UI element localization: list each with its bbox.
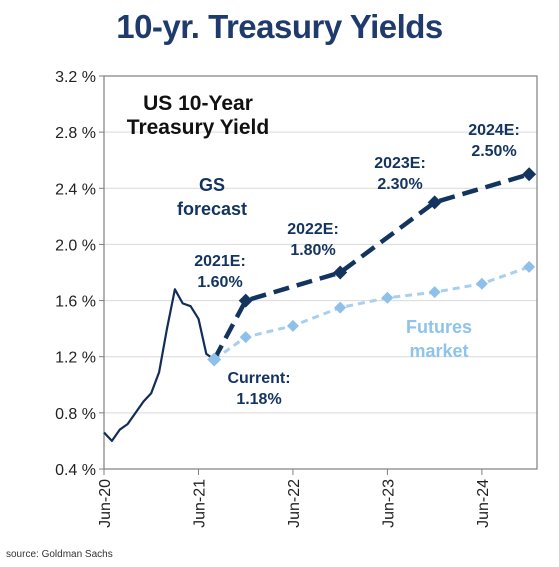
annotation-layer: US 10-Year Treasury Yield GS forecast Future… — [127, 92, 520, 408]
y-tick-label: 3.2 % — [55, 69, 96, 86]
x-tick-label: Jun-24 — [475, 479, 492, 528]
series-layer — [103, 172, 530, 442]
futures-point — [239, 331, 252, 344]
gs-forecast-point — [333, 265, 348, 280]
futures-market-line — [213, 265, 530, 361]
futures-point — [428, 286, 441, 299]
gs-forecast-point — [238, 293, 253, 308]
y-axis-ticks: 0.4 % 0.8 % 1.2 % 1.6 % 2.0 % 2.4 % 2.8 % 3.2 % — [55, 69, 104, 479]
annotation-2021e: 2021E: 1.60% — [194, 253, 246, 291]
marker-layer — [207, 167, 537, 367]
futures-point — [523, 260, 536, 273]
y-tick-label: 2.0 % — [55, 237, 96, 254]
futures-point — [475, 277, 488, 290]
annotation-2022e: 2022E: 1.80% — [287, 221, 339, 259]
plot-frame — [103, 75, 538, 470]
gs-forecast-line — [212, 172, 530, 361]
chart-title: US 10-Year Treasury Yield — [127, 92, 269, 139]
x-tick-label: Jun-20 — [97, 479, 114, 528]
x-tick-label: Jun-22 — [286, 479, 303, 528]
current-point — [207, 352, 222, 367]
futures-point — [334, 301, 347, 314]
annotation-2024e: 2024E: 2.50% — [468, 122, 520, 160]
actual-yield-line — [103, 288, 215, 442]
annotation-2023e: 2023E: 2.30% — [374, 155, 426, 193]
grid-layer — [104, 131, 537, 414]
gs-forecast-point — [522, 167, 537, 182]
gs-forecast-label: GS forecast — [177, 175, 247, 219]
y-tick-label: 2.4 % — [55, 181, 96, 198]
x-tick-label: Jun-23 — [380, 479, 397, 528]
page-title: 10-yr. Treasury Yields — [116, 8, 443, 45]
futures-point — [381, 291, 394, 304]
y-tick-label: 1.2 % — [55, 350, 96, 367]
y-tick-label: 0.8 % — [55, 406, 96, 423]
x-axis-ticks: Jun-20 Jun-21 Jun-22 Jun-23 Jun-24 — [97, 469, 492, 528]
source-note: source: Goldman Sachs — [6, 549, 113, 560]
annotation-current: Current: 1.18% — [227, 370, 290, 408]
futures-market-label: Futures market — [406, 317, 472, 361]
x-tick-label: Jun-21 — [191, 479, 208, 528]
y-tick-label: 2.8 % — [55, 125, 96, 142]
y-tick-label: 1.6 % — [55, 294, 96, 311]
y-tick-label: 0.4 % — [55, 462, 96, 479]
gs-forecast-point — [427, 195, 442, 210]
futures-point — [286, 319, 299, 332]
